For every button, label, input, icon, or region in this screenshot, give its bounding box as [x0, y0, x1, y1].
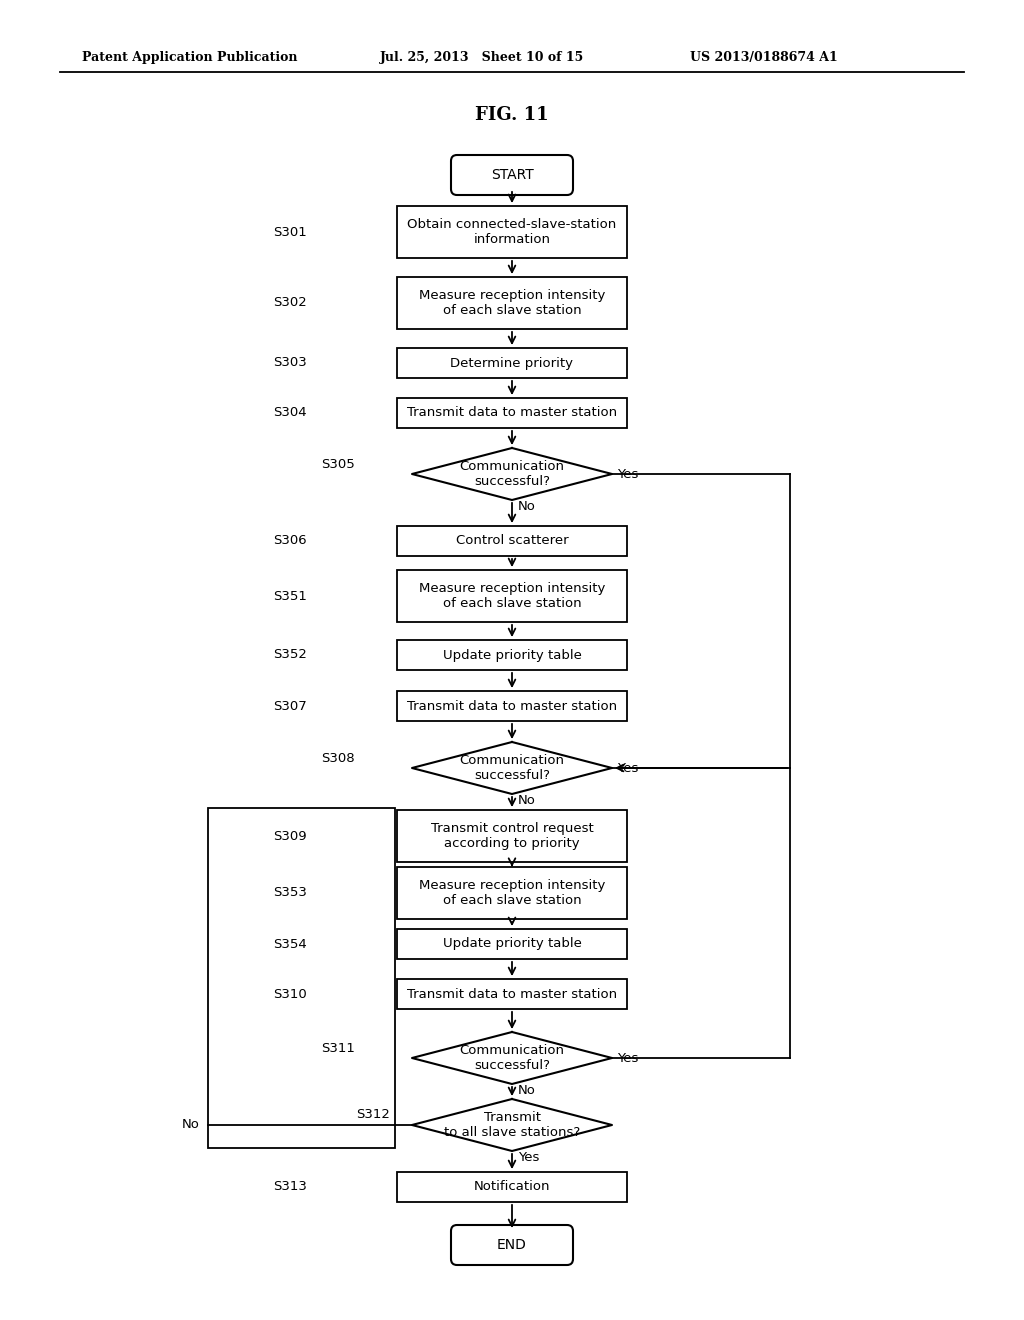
FancyBboxPatch shape	[397, 867, 627, 919]
Text: Patent Application Publication: Patent Application Publication	[82, 51, 298, 65]
Text: Obtain connected-slave-station
information: Obtain connected-slave-station informati…	[408, 218, 616, 246]
Text: Update priority table: Update priority table	[442, 648, 582, 661]
FancyBboxPatch shape	[397, 1172, 627, 1203]
Text: Yes: Yes	[518, 1151, 540, 1164]
FancyBboxPatch shape	[397, 810, 627, 862]
Text: Notification: Notification	[474, 1180, 550, 1193]
Text: Transmit control request
according to priority: Transmit control request according to pr…	[431, 822, 593, 850]
FancyBboxPatch shape	[397, 399, 627, 428]
Text: No: No	[518, 1084, 536, 1097]
Text: S354: S354	[273, 937, 307, 950]
Text: Control scatterer: Control scatterer	[456, 535, 568, 548]
Text: Communication
successful?: Communication successful?	[460, 754, 564, 781]
Text: No: No	[518, 795, 536, 807]
FancyBboxPatch shape	[397, 277, 627, 329]
Text: Measure reception intensity
of each slave station: Measure reception intensity of each slav…	[419, 289, 605, 317]
Text: S304: S304	[273, 407, 307, 420]
Text: S302: S302	[273, 297, 307, 309]
Text: S309: S309	[273, 829, 307, 842]
Text: Transmit data to master station: Transmit data to master station	[407, 407, 617, 420]
Text: Determine priority: Determine priority	[451, 356, 573, 370]
Text: S301: S301	[273, 226, 307, 239]
Bar	[208, 808, 395, 1148]
Text: END: END	[497, 1238, 527, 1251]
Text: US 2013/0188674 A1: US 2013/0188674 A1	[690, 51, 838, 65]
Text: Measure reception intensity
of each slave station: Measure reception intensity of each slav…	[419, 879, 605, 907]
Text: Update priority table: Update priority table	[442, 937, 582, 950]
FancyBboxPatch shape	[397, 206, 627, 257]
Text: Transmit data to master station: Transmit data to master station	[407, 700, 617, 713]
FancyBboxPatch shape	[397, 640, 627, 671]
Text: START: START	[490, 168, 534, 182]
Text: S307: S307	[273, 700, 307, 713]
Text: S308: S308	[322, 751, 355, 764]
Text: S311: S311	[322, 1041, 355, 1055]
Text: Communication
successful?: Communication successful?	[460, 459, 564, 488]
Text: Transmit
to all slave stations?: Transmit to all slave stations?	[443, 1111, 581, 1139]
Text: Yes: Yes	[617, 467, 638, 480]
Text: Measure reception intensity
of each slave station: Measure reception intensity of each slav…	[419, 582, 605, 610]
FancyBboxPatch shape	[397, 690, 627, 721]
Text: S351: S351	[273, 590, 307, 602]
FancyBboxPatch shape	[397, 525, 627, 556]
Text: Transmit data to master station: Transmit data to master station	[407, 987, 617, 1001]
FancyBboxPatch shape	[397, 929, 627, 960]
FancyBboxPatch shape	[451, 1225, 573, 1265]
FancyBboxPatch shape	[397, 979, 627, 1008]
Text: S306: S306	[273, 535, 307, 548]
Text: S310: S310	[273, 987, 307, 1001]
Text: S303: S303	[273, 356, 307, 370]
Text: Jul. 25, 2013   Sheet 10 of 15: Jul. 25, 2013 Sheet 10 of 15	[380, 51, 585, 65]
Text: No: No	[182, 1118, 200, 1131]
FancyBboxPatch shape	[397, 348, 627, 378]
Text: S312: S312	[356, 1109, 390, 1122]
FancyBboxPatch shape	[397, 570, 627, 622]
Text: Yes: Yes	[617, 1052, 638, 1064]
Text: Yes: Yes	[617, 762, 638, 775]
Text: No: No	[518, 500, 536, 513]
Text: Communication
successful?: Communication successful?	[460, 1044, 564, 1072]
Text: S353: S353	[273, 887, 307, 899]
Text: S352: S352	[273, 648, 307, 661]
FancyBboxPatch shape	[451, 154, 573, 195]
Text: S305: S305	[322, 458, 355, 470]
Text: FIG. 11: FIG. 11	[475, 106, 549, 124]
Text: S313: S313	[273, 1180, 307, 1193]
